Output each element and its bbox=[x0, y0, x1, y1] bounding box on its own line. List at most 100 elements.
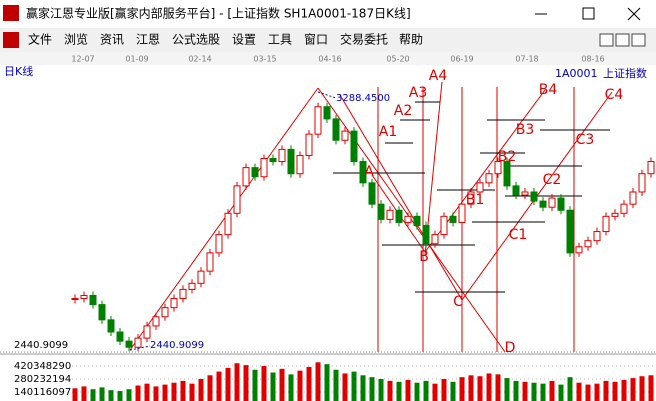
candle bbox=[413, 215, 421, 226]
menu-item[interactable]: 设置 bbox=[232, 33, 256, 47]
candle bbox=[233, 185, 241, 214]
volume-bar bbox=[198, 379, 204, 401]
volume-bar bbox=[531, 382, 537, 401]
gann-label: C1 bbox=[509, 227, 528, 243]
volume-bar bbox=[513, 380, 519, 401]
candle bbox=[539, 200, 547, 208]
volume-bar bbox=[81, 386, 87, 401]
menu-item[interactable]: 资讯 bbox=[100, 33, 124, 47]
candle bbox=[494, 161, 502, 175]
candle bbox=[458, 203, 466, 223]
menu-item[interactable]: 交易委托 bbox=[340, 32, 388, 47]
doc-icon bbox=[3, 32, 19, 48]
candle bbox=[548, 197, 556, 208]
candle bbox=[350, 130, 358, 163]
gann-label: A4 bbox=[429, 68, 448, 84]
volume-bar bbox=[171, 382, 177, 401]
menu-item[interactable]: 江恩 bbox=[136, 33, 160, 47]
candle bbox=[305, 133, 313, 156]
gann-label: B bbox=[419, 249, 429, 265]
volume-bar bbox=[234, 363, 240, 401]
candle bbox=[125, 340, 133, 348]
candle bbox=[323, 106, 331, 120]
high-pointer bbox=[317, 91, 337, 99]
candle bbox=[287, 148, 295, 175]
gann-levels bbox=[333, 101, 610, 293]
candle bbox=[224, 212, 232, 236]
mdi-restore[interactable] bbox=[615, 33, 630, 47]
window-title: 赢家江恩专业版[赢家内部服务平台] - [上证指数 SH1A0001-187日K… bbox=[26, 6, 411, 21]
date-tick: 04-16 bbox=[318, 55, 341, 64]
menu-item[interactable]: 工具 bbox=[268, 33, 292, 47]
price-axis-label: 2440.9099 bbox=[14, 340, 68, 351]
menu-item[interactable]: 帮助 bbox=[399, 33, 423, 47]
maximize-button[interactable] bbox=[582, 7, 595, 20]
candle bbox=[611, 212, 619, 217]
volume-bar bbox=[486, 373, 492, 401]
candle bbox=[89, 294, 97, 306]
volume-bar bbox=[252, 369, 258, 401]
volume-bar bbox=[567, 377, 573, 401]
close-button[interactable] bbox=[627, 7, 641, 21]
menu-item[interactable]: 文件 bbox=[28, 32, 52, 47]
menu-item[interactable]: 窗口 bbox=[304, 33, 328, 47]
volume-bar bbox=[495, 374, 501, 401]
volume-bar bbox=[126, 389, 132, 401]
candle bbox=[80, 294, 88, 300]
volume-bar bbox=[243, 365, 249, 401]
candle bbox=[179, 288, 187, 300]
volume-bar bbox=[108, 390, 114, 401]
volume-bar bbox=[450, 381, 456, 401]
gann-label: B3 bbox=[516, 122, 535, 138]
gann-label: A bbox=[364, 164, 374, 180]
candle bbox=[584, 240, 592, 248]
mdi-minimize[interactable] bbox=[599, 33, 614, 47]
candle bbox=[269, 157, 277, 163]
date-tick: 12-07 bbox=[71, 55, 94, 64]
candle bbox=[359, 161, 367, 184]
menu-item[interactable]: 浏览 bbox=[64, 32, 88, 47]
volume-bar bbox=[594, 383, 600, 401]
gann-label: B4 bbox=[539, 82, 558, 98]
volume-bar bbox=[117, 391, 123, 401]
candle bbox=[404, 215, 412, 223]
volume-bar bbox=[297, 370, 303, 401]
volume-bar bbox=[189, 383, 195, 401]
candle bbox=[134, 337, 142, 348]
candle bbox=[566, 209, 574, 254]
candle bbox=[386, 209, 394, 220]
candle bbox=[206, 252, 214, 272]
candle bbox=[503, 161, 511, 187]
volume-bar bbox=[432, 383, 438, 401]
volume-bar bbox=[405, 379, 411, 401]
volume-bar bbox=[603, 380, 609, 401]
volume-bar bbox=[162, 384, 168, 401]
candle bbox=[629, 191, 637, 205]
volume-bar bbox=[369, 377, 375, 401]
candle bbox=[395, 209, 403, 223]
gann-label: A2 bbox=[394, 103, 412, 119]
candle bbox=[476, 182, 484, 193]
volume-bar bbox=[216, 371, 222, 401]
volume-bar bbox=[180, 380, 186, 401]
volume-bar bbox=[423, 380, 429, 401]
candle bbox=[278, 148, 286, 163]
menu-item[interactable]: 公式选股 bbox=[172, 33, 220, 47]
candle bbox=[449, 215, 457, 223]
date-tick: 06-19 bbox=[450, 55, 473, 64]
candle bbox=[431, 234, 439, 245]
candle bbox=[485, 173, 493, 184]
volume-bar bbox=[549, 380, 555, 401]
mdi-close[interactable] bbox=[631, 33, 646, 47]
volume-bar bbox=[576, 382, 582, 401]
volume-tick: 280232194 bbox=[14, 374, 71, 385]
volume-bar bbox=[504, 378, 510, 401]
volume-bar bbox=[270, 372, 276, 401]
low-pointer bbox=[129, 345, 151, 351]
candle bbox=[512, 185, 520, 196]
volume-bar bbox=[558, 384, 564, 401]
volume-bar bbox=[639, 376, 645, 401]
volume-bar bbox=[333, 369, 339, 401]
gann-label: C4 bbox=[605, 87, 624, 103]
candle bbox=[377, 203, 385, 220]
